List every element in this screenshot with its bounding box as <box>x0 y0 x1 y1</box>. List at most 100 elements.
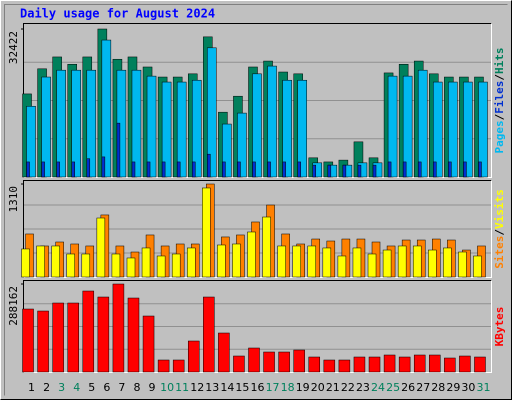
bar <box>282 161 286 178</box>
bar <box>478 161 482 178</box>
y-tick-label: 288162 <box>7 286 20 326</box>
bar <box>71 69 81 178</box>
x-tick-label: 15 <box>235 381 249 394</box>
bar <box>413 354 426 373</box>
bar <box>67 302 79 373</box>
x-tick-label: 19 <box>296 381 310 394</box>
bar <box>417 161 422 178</box>
x-tick-label: 29 <box>446 381 460 394</box>
bar <box>52 302 64 373</box>
panel-edge-light <box>23 180 492 278</box>
bar <box>237 112 247 178</box>
legend-entry: Hits <box>493 48 506 75</box>
x-tick-label: 30 <box>461 381 475 394</box>
bar <box>222 161 226 178</box>
bar <box>22 308 34 373</box>
bar <box>126 257 136 278</box>
bar <box>474 356 486 373</box>
bar <box>82 290 95 373</box>
bar <box>141 247 151 278</box>
bar <box>56 69 66 178</box>
legend: Sites/Visits <box>493 189 506 269</box>
bar <box>293 349 305 373</box>
bar <box>172 359 185 373</box>
x-tick-label: 27 <box>416 381 430 394</box>
x-tick-label: 2 <box>43 381 50 394</box>
bar <box>161 81 172 178</box>
bar <box>383 354 396 373</box>
bar <box>36 245 45 278</box>
bar <box>292 245 301 278</box>
legend-separator: / <box>493 113 506 120</box>
bar <box>142 315 155 373</box>
bar <box>26 161 30 178</box>
bar <box>146 161 151 178</box>
bar <box>41 161 45 178</box>
bar <box>26 105 36 178</box>
bar <box>37 310 49 373</box>
panel-edge-dark <box>23 180 492 278</box>
bar <box>429 354 441 373</box>
bar <box>297 161 301 178</box>
x-tick-label: 1 <box>28 381 35 394</box>
bar <box>131 69 142 178</box>
bar <box>41 76 51 178</box>
bar <box>252 161 256 178</box>
bar <box>367 253 377 278</box>
bar <box>337 255 347 278</box>
bar <box>86 158 91 178</box>
bar <box>176 161 181 178</box>
bar <box>433 161 437 178</box>
bar <box>247 231 256 278</box>
bar <box>207 153 211 178</box>
bar <box>458 251 467 278</box>
bar <box>368 356 381 373</box>
bar <box>96 217 106 278</box>
x-tick-label: 9 <box>149 381 156 394</box>
bar <box>398 356 411 373</box>
bar <box>448 81 458 178</box>
bar <box>412 245 422 278</box>
x-tick-label: 12 <box>190 381 204 394</box>
bar <box>56 161 60 178</box>
legend-entry: Sites <box>493 236 506 269</box>
bar <box>171 253 181 278</box>
x-tick-label: 16 <box>251 381 265 394</box>
bar <box>97 296 110 373</box>
bar <box>262 216 271 278</box>
bar <box>146 75 157 178</box>
bar <box>282 79 292 178</box>
bar <box>402 75 413 178</box>
bar <box>191 79 202 178</box>
x-tick-label: 26 <box>401 381 415 394</box>
bar <box>342 164 347 178</box>
bar <box>353 356 366 373</box>
bar <box>86 69 97 178</box>
bar <box>217 244 226 278</box>
x-tick-label: 10 <box>160 381 174 394</box>
bar <box>338 359 351 373</box>
bar <box>382 249 392 278</box>
bar <box>131 161 136 178</box>
bar <box>357 164 362 178</box>
bar <box>187 340 200 373</box>
bar <box>352 247 362 278</box>
bar <box>101 39 112 178</box>
bar <box>387 75 398 178</box>
legend: KBytes <box>493 307 506 347</box>
x-tick-label: 25 <box>386 381 400 394</box>
bar <box>101 156 106 178</box>
bar <box>443 247 452 278</box>
bar <box>237 161 241 178</box>
bar <box>397 245 407 278</box>
y-tick-label: 1310 <box>7 186 20 213</box>
x-tick-label: 31 <box>476 381 490 394</box>
x-tick-label: 5 <box>88 381 95 394</box>
legend-entry: KBytes <box>493 307 506 347</box>
x-tick-label: 6 <box>103 381 110 394</box>
bar <box>277 245 286 278</box>
legend-entry: Pages <box>493 120 506 153</box>
legend-entry: Files <box>493 81 506 114</box>
bar <box>186 247 196 278</box>
